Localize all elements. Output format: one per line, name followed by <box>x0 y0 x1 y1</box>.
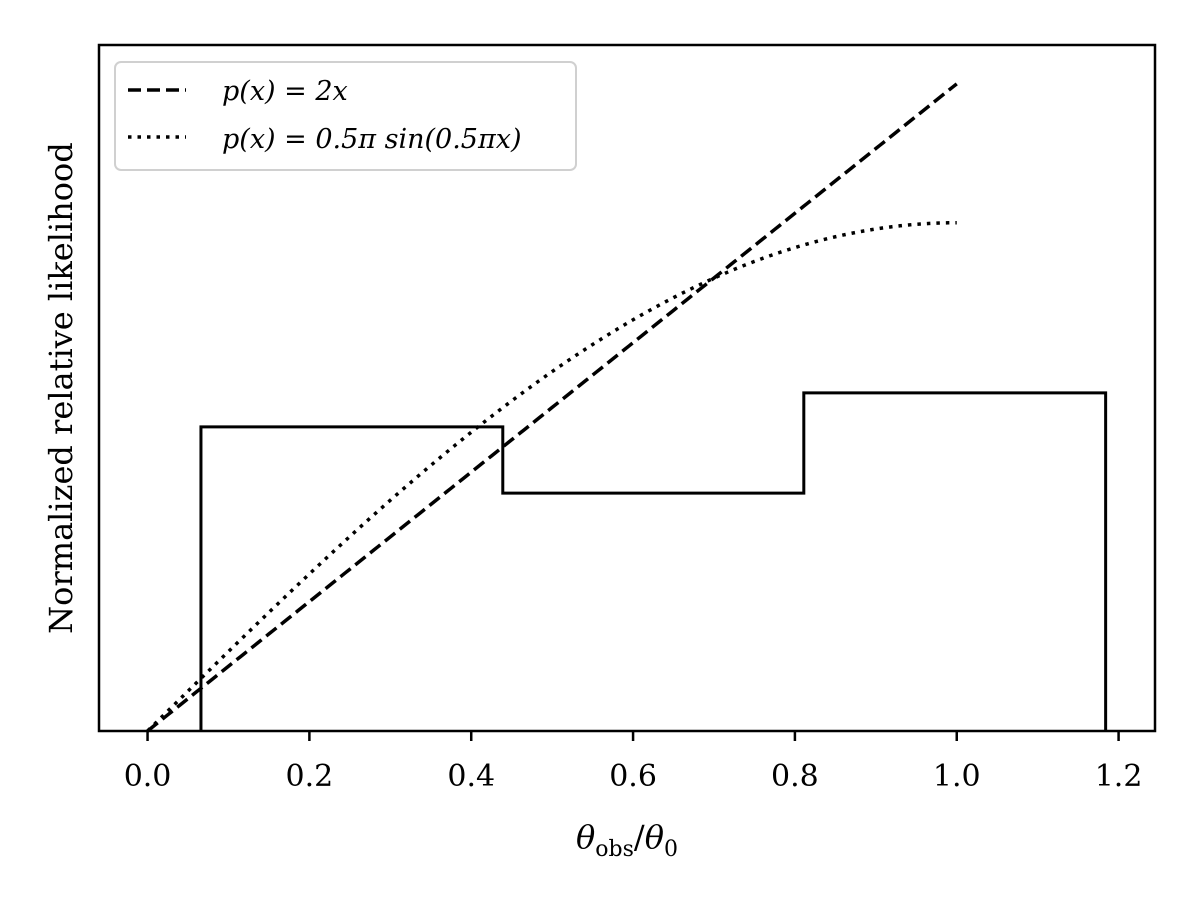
x-axis-label-slash: / <box>634 818 645 856</box>
series-linear-line <box>146 82 958 733</box>
x-axis-label: θobs/θ0 <box>576 818 678 862</box>
x-axis-label-sub-obs: obs <box>595 837 634 862</box>
y-axis-label: Normalized relative likelihood <box>42 142 80 634</box>
series-sine-line <box>146 220 957 733</box>
plot-area <box>146 82 1108 733</box>
x-tick-label: 1.2 <box>1095 759 1143 794</box>
x-tick-label: 1.0 <box>933 759 981 794</box>
x-axis-label-theta: θ <box>576 818 595 856</box>
x-axis: 0.0 0.2 0.4 0.6 0.8 1.0 1.2 <box>124 731 1143 794</box>
x-tick-label: 0.4 <box>447 759 495 794</box>
x-tick-label: 0.2 <box>286 759 334 794</box>
legend-label-linear: p(x) = 2x <box>222 76 348 107</box>
legend-label-sine: p(x) = 0.5π sin(0.5πx) <box>222 124 522 155</box>
x-tick-label: 0.6 <box>609 759 657 794</box>
x-axis-label-theta-2: θ <box>645 818 664 856</box>
x-tick-label: 0.0 <box>124 759 172 794</box>
series-histogram-step <box>199 391 1108 731</box>
x-tick-label: 0.8 <box>771 759 819 794</box>
legend-box <box>114 61 577 171</box>
axes-frame <box>97 43 1157 733</box>
x-axis-label-sub-0: 0 <box>664 837 678 862</box>
legend: p(x) = 2x p(x) = 0.5π sin(0.5πx) <box>114 61 577 171</box>
